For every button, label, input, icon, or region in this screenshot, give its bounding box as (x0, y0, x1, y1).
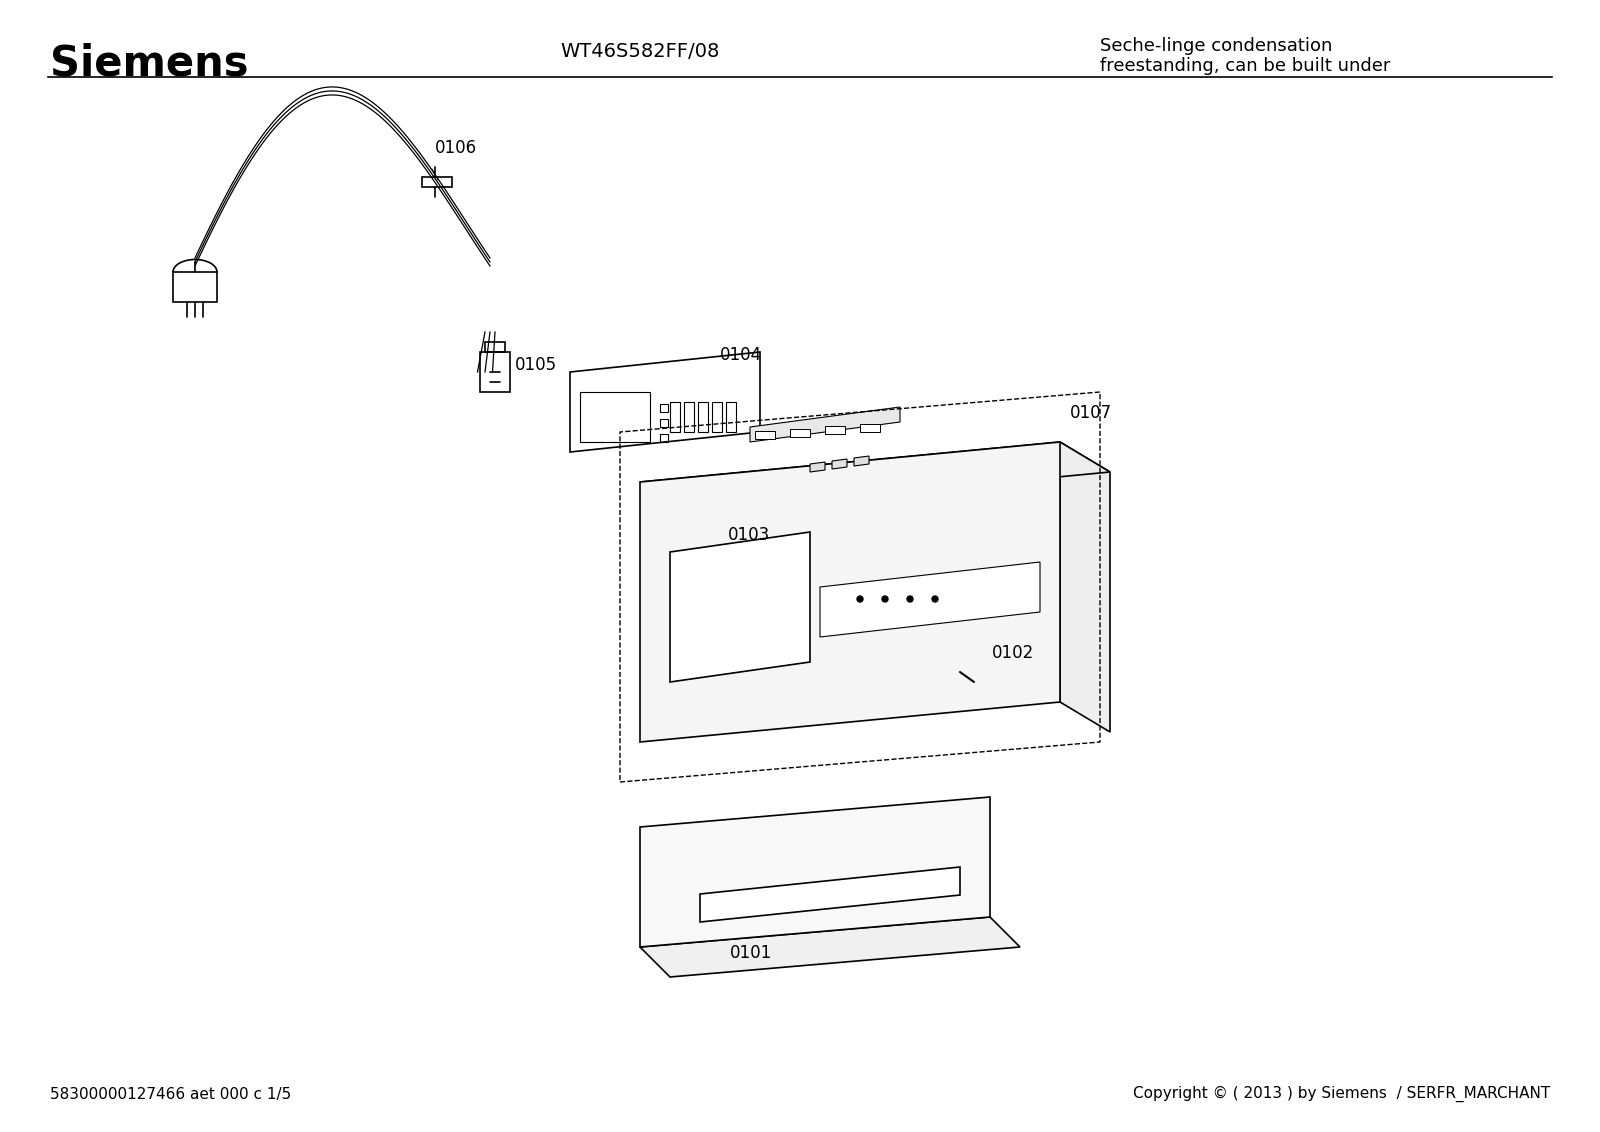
Bar (485, 342, 506, 352)
Circle shape (907, 597, 914, 602)
Text: Seche-linge condensation: Seche-linge condensation (1101, 37, 1333, 55)
Bar (661, 404, 669, 412)
Text: Copyright © ( 2013 ) by Siemens  / SERFR_MARCHANT: Copyright © ( 2013 ) by Siemens / SERFR_… (1133, 1086, 1550, 1101)
Bar (670, 402, 680, 432)
Text: 0105: 0105 (515, 355, 557, 374)
Bar (661, 419, 669, 427)
Bar (790, 429, 810, 437)
Polygon shape (640, 441, 1059, 741)
Circle shape (931, 597, 938, 602)
Text: 0102: 0102 (992, 644, 1034, 662)
Bar (826, 426, 845, 434)
Bar (685, 402, 694, 432)
Bar (712, 402, 722, 432)
Polygon shape (810, 462, 826, 472)
Text: 0101: 0101 (730, 944, 773, 962)
Polygon shape (701, 867, 960, 921)
Bar (422, 177, 453, 187)
Bar (755, 431, 774, 439)
Polygon shape (670, 532, 810, 681)
Bar (661, 434, 669, 441)
Text: 0103: 0103 (728, 526, 770, 544)
Circle shape (858, 597, 862, 602)
Text: freestanding, can be built under: freestanding, can be built under (1101, 57, 1390, 75)
Circle shape (942, 654, 978, 691)
Text: WT46S582FF/08: WT46S582FF/08 (560, 42, 720, 61)
Bar (480, 352, 510, 392)
Bar (698, 402, 707, 432)
Polygon shape (640, 917, 1021, 977)
Bar (579, 392, 650, 441)
Polygon shape (819, 561, 1040, 637)
Bar (726, 402, 736, 432)
Text: 0107: 0107 (1070, 404, 1112, 422)
Polygon shape (832, 458, 846, 469)
Polygon shape (1059, 441, 1110, 732)
Polygon shape (750, 408, 899, 441)
Circle shape (702, 544, 718, 560)
Polygon shape (854, 456, 869, 466)
Text: 58300000127466 aet 000 c 1/5: 58300000127466 aet 000 c 1/5 (50, 1087, 291, 1101)
Text: 0106: 0106 (435, 139, 477, 157)
Circle shape (882, 597, 888, 602)
Polygon shape (640, 441, 1110, 512)
Text: Siemens: Siemens (50, 42, 248, 84)
Polygon shape (640, 797, 990, 947)
Bar (861, 423, 880, 431)
Text: 0104: 0104 (720, 346, 762, 365)
